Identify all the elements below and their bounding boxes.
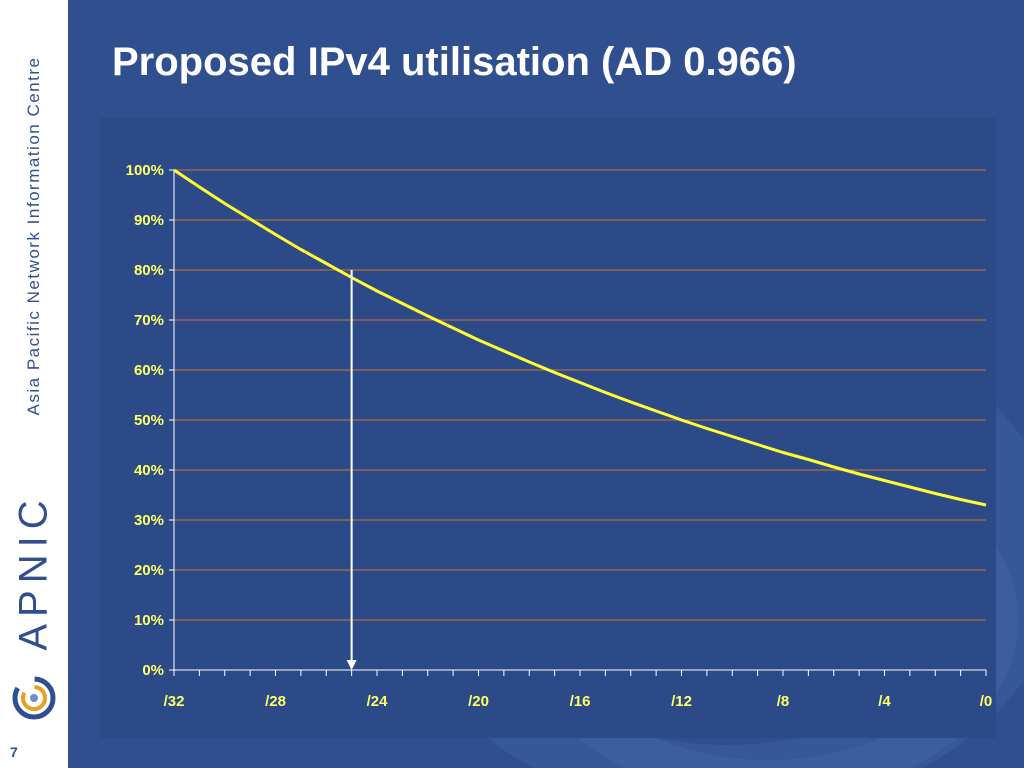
sidebar-org-name: Asia Pacific Network Information Centre	[24, 56, 43, 416]
y-tick-label: 90%	[134, 212, 164, 229]
x-tick-label: /24	[367, 693, 389, 710]
x-tick-label: /28	[265, 693, 286, 710]
page-title: Proposed IPv4 utilisation (AD 0.966)	[112, 40, 797, 84]
series-line	[173, 168, 987, 507]
y-tick-label: 80%	[134, 262, 164, 279]
y-tick-label: 100%	[126, 162, 164, 179]
plot-area	[100, 118, 996, 738]
marker-arrow-head	[346, 660, 357, 670]
y-tick-label: 50%	[134, 412, 164, 429]
x-tick-label: /0	[980, 693, 993, 710]
x-tick-label: /16	[570, 693, 591, 710]
y-tick-label: 30%	[134, 512, 164, 529]
x-tick-label: /8	[777, 693, 790, 710]
page-number: 7	[10, 744, 18, 760]
y-tick-label: 0%	[142, 662, 164, 679]
brand-wordmark: APNIC	[11, 493, 56, 651]
y-tick-label: 10%	[134, 612, 164, 629]
apnic-logo-icon	[12, 676, 56, 720]
sidebar: Asia Pacific Network Information Centre …	[0, 0, 68, 768]
y-tick-label: 70%	[134, 312, 164, 329]
y-tick-label: 20%	[134, 562, 164, 579]
x-tick-label: /32	[164, 693, 185, 710]
x-tick-label: /20	[468, 693, 489, 710]
x-tick-label: /4	[878, 693, 891, 710]
x-tick-label: /12	[671, 693, 692, 710]
y-tick-label: 60%	[134, 362, 164, 379]
utilisation-chart: 0% 10% 20% 30% 40% 50% 60% 70% 80% 90% 100% /32/28 /…	[100, 118, 996, 738]
y-tick-label: 40%	[134, 462, 164, 479]
